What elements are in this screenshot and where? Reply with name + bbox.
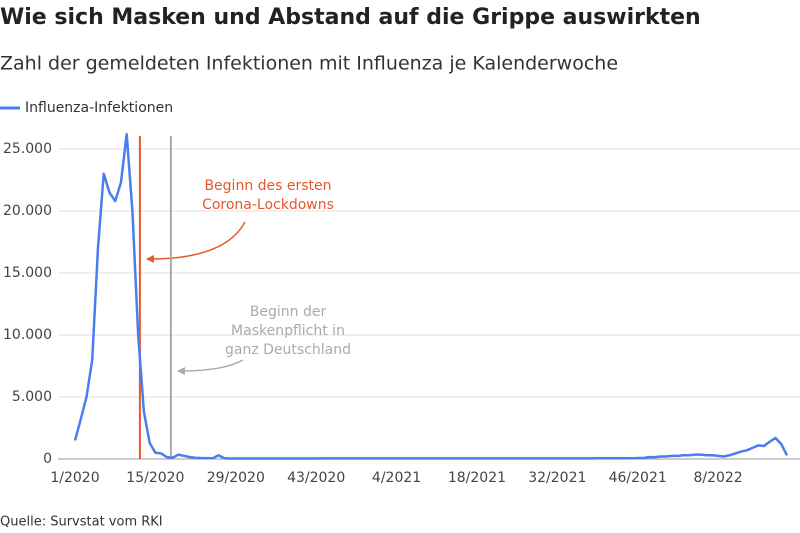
annotation-text: Corona-Lockdowns [202, 197, 334, 213]
chart-subtitle: Zahl der gemeldeten Infektionen mit Infl… [0, 53, 618, 75]
x-tick-label: 18/2021 [448, 470, 506, 486]
data-line [73, 132, 789, 460]
x-tick-label: 1/2020 [50, 470, 99, 486]
y-tick-label: 25.000 [3, 141, 52, 157]
legend-label: Influenza-Infektionen [25, 100, 173, 116]
x-tick-label: 46/2021 [609, 470, 667, 486]
annotation-text: Beginn der [250, 304, 327, 320]
annotation-text: Maskenpflicht in [231, 323, 345, 339]
chart-title: Wie sich Masken und Abstand auf die Grip… [0, 5, 701, 30]
annotation-text: Beginn des ersten [204, 178, 331, 194]
arrow-head [176, 367, 185, 375]
y-tick-label: 0 [43, 451, 52, 467]
source: Quelle: Survstat vom RKI [0, 515, 163, 530]
annotation-arrow [149, 221, 246, 260]
x-tick-label: 4/2021 [372, 470, 421, 486]
annotation-text: ganz Deutschland [225, 342, 351, 358]
x-tick-label: 8/2022 [693, 470, 742, 486]
x-tick-label: 32/2021 [528, 470, 586, 486]
y-tick-label: 5.000 [12, 389, 52, 405]
arrow-head [145, 255, 154, 263]
x-tick-label: 29/2020 [207, 470, 265, 486]
y-tick-label: 20.000 [3, 203, 52, 219]
annotation-arrow [180, 359, 244, 372]
x-tick-label: 15/2020 [126, 470, 184, 486]
y-tick-label: 10.000 [3, 327, 52, 343]
y-tick-label: 15.000 [3, 265, 52, 281]
x-tick-label: 43/2020 [287, 470, 345, 486]
